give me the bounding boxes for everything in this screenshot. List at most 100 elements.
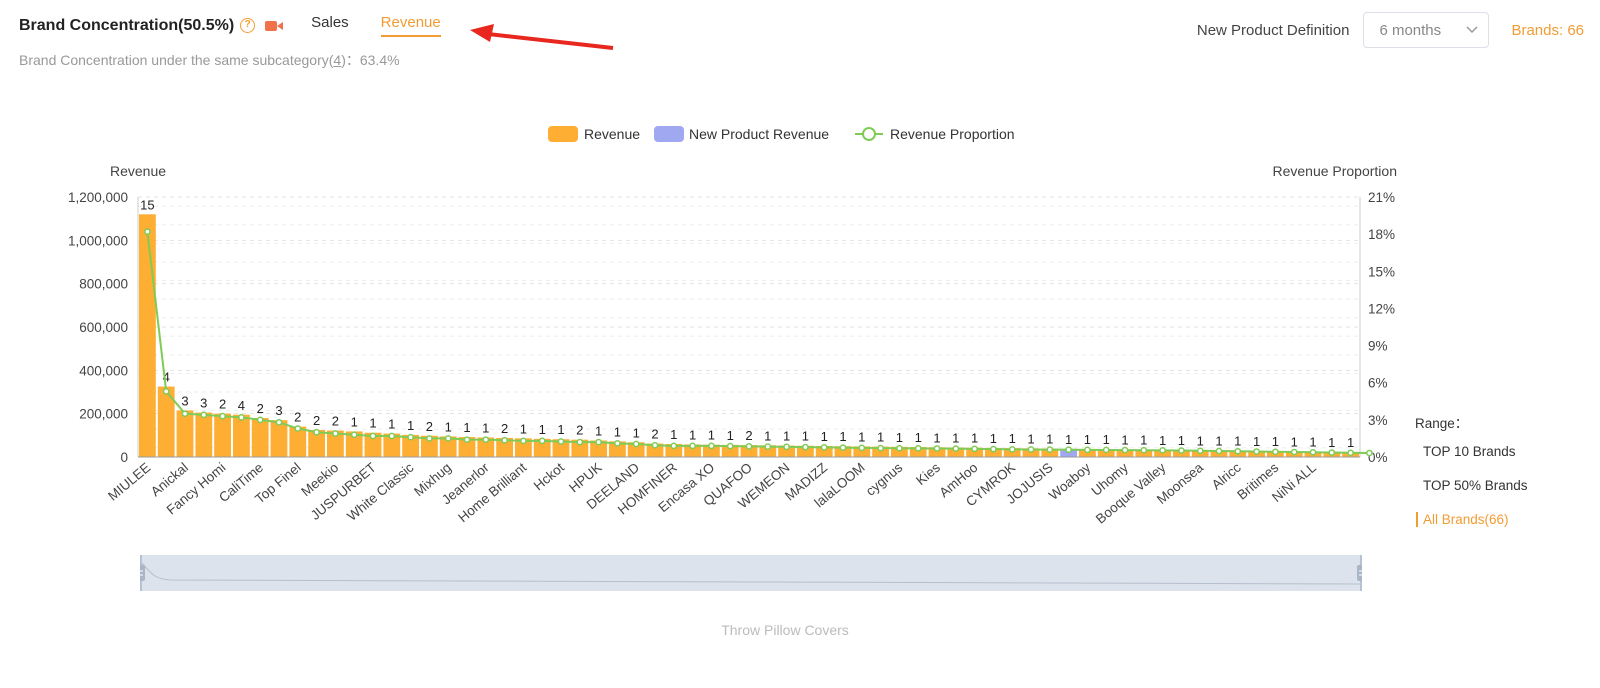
bar-count-label: 1 [557,422,564,437]
y-tick-label-left: 800,000 [79,277,128,292]
proportion-point [614,440,621,447]
proportion-point [726,442,734,450]
proportion-point [1290,448,1298,456]
revenue-bar [646,443,664,457]
brand-revenue-chart: Revenue New Product Revenue Revenue Propor… [68,126,1397,527]
revenue-bar [815,445,833,457]
revenue-bar [590,440,607,457]
bar-count-label: 2 [294,410,301,425]
bar-count-label: 1 [407,418,414,433]
proportion-point [144,228,151,236]
proportion-point [369,432,377,440]
tab-revenue[interactable]: Revenue [380,14,441,37]
proportion-point [839,444,847,451]
proportion-point [463,436,471,444]
proportion-point [200,411,208,419]
proportion-point [914,444,922,452]
zoom-handle-left[interactable] [140,565,145,581]
range-top10[interactable]: TOP 10 Brands [1423,444,1516,459]
proportion-point [1328,449,1336,456]
proportion-point [877,444,884,452]
proportion-point [990,445,997,453]
revenue-bar [439,436,457,457]
revenue-bar [872,446,889,457]
proportion-point [689,442,696,450]
proportion-point [1102,446,1110,454]
bar-count-label: 1 [802,429,809,444]
bar-count-label: 1 [520,421,527,436]
revenue-bar [402,434,419,457]
bar-count-label: 1 [388,417,395,432]
y-tick-label-right: 9% [1368,339,1388,354]
header-controls: New Product Definition 6 months Brands: … [1197,12,1584,48]
revenue-bar [985,447,1002,457]
bar-count-label: 1 [670,427,677,442]
proportion-point [1065,446,1072,454]
bar-count-label: 1 [933,430,940,445]
proportion-point [1234,447,1242,455]
bar-count-label: 1 [896,430,903,445]
zoom-handle-right[interactable] [1357,565,1362,581]
tab-sales[interactable]: Sales [311,14,349,31]
bar-count-label: 2 [426,419,433,434]
revenue-bar [834,446,852,457]
new-product-definition-label: New Product Definition [1196,21,1350,39]
proportion-point [557,438,565,445]
zoom-category-label: Throw Pillow Covers [721,622,849,638]
revenue-bar [797,445,814,457]
bar-count-label: 1 [915,430,922,445]
proportion-point [501,436,508,444]
bar-count-label: 2 [257,401,264,416]
proportion-point [1253,448,1260,455]
proportion-point [238,414,245,421]
y-tick-label-right: 12% [1368,301,1395,316]
bar-count-label: 1 [1328,435,1335,450]
x-tick-label: Hckot [531,460,567,494]
y-tick-label-left: 400,000 [79,363,128,378]
revenue-bar [289,426,307,457]
bar-count-label: 4 [163,370,170,385]
proportion-point [802,443,809,451]
proportion-point [971,445,978,453]
revenue-bar [515,438,532,457]
revenue-bar [496,437,513,457]
bar-count-label: 1 [1027,431,1034,446]
bar-count-label: 1 [1140,433,1147,448]
bar-count-label: 1 [1084,432,1091,447]
bar-count-label: 1 [1121,432,1128,447]
proportion-point [482,436,490,444]
bar-count-label: 2 [219,397,226,412]
bar-count-label: 1 [1159,433,1166,448]
proportion-point [745,443,753,450]
revenue-bar [327,430,344,457]
new-product-period-select[interactable]: 6 months [1363,12,1490,48]
proportion-point [1027,446,1035,453]
question-circle-icon[interactable]: ? [240,18,256,33]
red-arrow-icon [470,24,614,50]
data-zoom-slider[interactable] [140,555,1362,591]
video-camera-icon[interactable] [265,20,284,32]
bar-count-label: 2 [745,428,752,443]
page-title: Brand Concentration(50.5%) [19,16,235,34]
proportion-point [256,416,264,424]
range-all[interactable]: All Brands(66) [1416,512,1528,527]
bar-count-label: 1 [1215,434,1222,449]
proportion-point [1272,448,1279,456]
revenue-bar [778,445,795,457]
proportion-point [858,444,866,452]
revenue-bar [251,418,269,457]
range-top50[interactable]: TOP 50% Brands [1423,478,1528,493]
proportion-point [444,435,452,442]
revenue-bar [759,445,777,457]
proportion-point [933,445,941,452]
y-tick-label-left: 600,000 [79,320,128,335]
subcategory-count-link[interactable]: 4 [333,52,342,68]
bar-count-label: 1 [595,424,602,439]
revenue-bar [684,444,701,457]
bar-count-label: 1 [764,428,771,443]
bar-count-label: 2 [313,413,320,428]
revenue-bar [214,413,231,457]
proportion-point [820,443,828,451]
legend-label-revenue: Revenue [584,126,640,142]
bar-count-label: 1 [351,414,358,429]
